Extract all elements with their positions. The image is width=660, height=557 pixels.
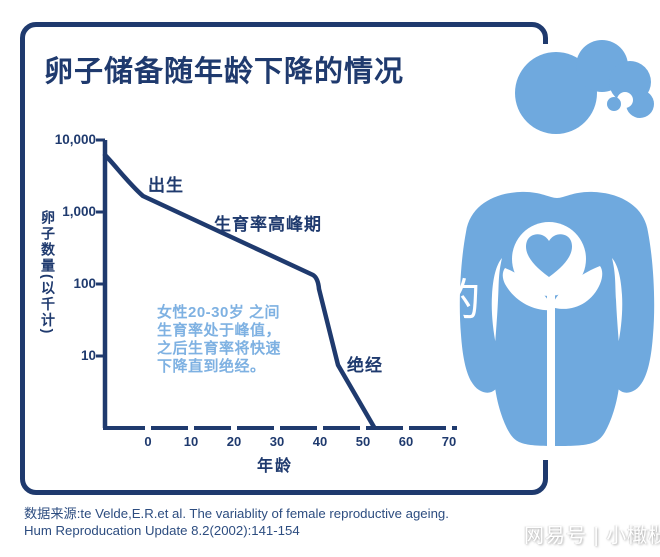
card-border-gap bbox=[533, 44, 561, 460]
label-birth: 出生 bbox=[148, 176, 184, 195]
annotation-line-3: 之后生育率将快速 bbox=[157, 340, 282, 357]
fertility-annotation: 女性20-30岁 之间 生育率处于峰值， 之后生育率将快速 下降直到绝经。 bbox=[157, 304, 281, 376]
x-tick-20: 20 bbox=[226, 434, 242, 449]
annotation-line-4: 下降直到绝经。 bbox=[157, 358, 266, 375]
x-tick-60: 60 bbox=[398, 434, 414, 449]
card-border bbox=[20, 22, 548, 495]
y-tick-1000: 1,000 bbox=[62, 204, 96, 219]
y-tick-10: 10 bbox=[80, 348, 96, 363]
x-tick-10: 10 bbox=[183, 434, 199, 449]
y-tick-100: 100 bbox=[73, 276, 96, 291]
x-tick-50: 50 bbox=[355, 434, 371, 449]
x-tick-30: 30 bbox=[269, 434, 285, 449]
source-line-2: Hum Reproducation Update 8.2(2002):141-1… bbox=[24, 523, 300, 538]
x-tick-40: 40 bbox=[312, 434, 328, 449]
label-menopause: 绝经 bbox=[347, 356, 383, 375]
label-peak-fertility: 生育率高峰期 bbox=[214, 215, 322, 234]
x-tick-70: 70 bbox=[441, 434, 457, 449]
y-axis-title: 卵子数量(以千计) bbox=[40, 210, 56, 336]
watermark-ghost-text: 0的 bbox=[404, 276, 489, 325]
x-tick-0: 0 bbox=[144, 434, 152, 449]
x-axis-title: 年龄 bbox=[256, 458, 293, 475]
y-tick-10000: 10,000 bbox=[54, 132, 96, 147]
watermark-platform: 网易号 | 小橄榄 bbox=[524, 525, 660, 547]
ponytail bbox=[576, 40, 654, 118]
page-title: 卵子储备随年龄下降的情况 bbox=[44, 56, 405, 88]
data-source: 数据来源:te Velde,E.R.et al. The variablity … bbox=[24, 505, 449, 539]
source-line-1: 数据来源:te Velde,E.R.et al. The variablity … bbox=[24, 506, 449, 521]
annotation-line-2: 生育率处于峰值， bbox=[157, 322, 282, 339]
annotation-line-1: 女性20-30岁 之间 bbox=[157, 304, 281, 321]
